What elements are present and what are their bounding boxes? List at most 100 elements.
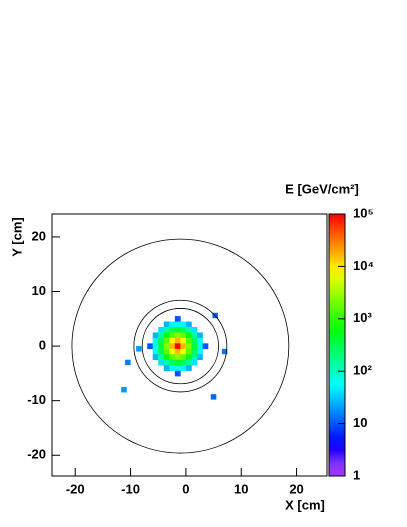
- heat-cell: [169, 321, 176, 328]
- heat-cell: [196, 348, 203, 355]
- x-tick-label: -20: [66, 481, 85, 496]
- heat-cell: [169, 326, 176, 333]
- heat-cell: [174, 359, 181, 366]
- heat-cell: [152, 343, 159, 350]
- y-axis-label: Y [cm]: [9, 217, 24, 257]
- heat-cell: [185, 348, 192, 355]
- z-tick-label: 10³: [353, 310, 372, 325]
- heat-cell: [158, 337, 165, 344]
- heat-cell: [163, 326, 170, 333]
- heat-cell: [202, 343, 209, 350]
- heat-cell: [191, 337, 198, 344]
- heat-cell: [174, 348, 181, 355]
- colorbar: [328, 213, 346, 477]
- heat-cell: [174, 343, 181, 350]
- heat-cell: [196, 332, 203, 339]
- hit-cell: [210, 394, 217, 400]
- heat-cell: [185, 343, 192, 350]
- heat-cell: [169, 337, 176, 344]
- heat-cell: [163, 343, 170, 350]
- heat-cell: [185, 332, 192, 339]
- heat-cell: [169, 354, 176, 361]
- hit-cell: [136, 346, 142, 352]
- heat-cell: [196, 337, 203, 344]
- heat-cell: [191, 326, 198, 333]
- z-tick-label: 1: [353, 467, 360, 482]
- z-tick-label: 10⁵: [353, 205, 374, 220]
- heat-cell: [191, 354, 198, 361]
- heat-cell: [185, 337, 192, 344]
- heat-cell: [152, 354, 159, 361]
- x-tick-label: 20: [289, 481, 303, 496]
- heat-cell: [163, 359, 170, 366]
- heat-cell: [191, 343, 198, 350]
- heat-cell: [152, 332, 159, 339]
- heat-cell: [191, 348, 198, 355]
- plot-frame: [51, 213, 328, 477]
- heat-cell: [158, 326, 165, 333]
- heat-cell: [191, 332, 198, 339]
- heat-cell: [169, 348, 176, 355]
- heat-cell: [185, 359, 192, 366]
- heat-cell: [158, 354, 165, 361]
- heat-cell: [180, 321, 187, 328]
- heat-cell: [180, 359, 187, 366]
- heat-cell: [169, 365, 176, 371]
- hit-cell: [125, 359, 131, 366]
- z-tick-label: 10²: [353, 363, 372, 378]
- y-tick-label: 10: [32, 283, 46, 298]
- heat-cell: [180, 343, 187, 350]
- heat-cell: [169, 343, 176, 350]
- heat-cell: [174, 316, 181, 322]
- heat-cell: [163, 348, 170, 355]
- heat-cell: [169, 359, 176, 366]
- heat-cell: [174, 354, 181, 361]
- heat-cell: [174, 321, 181, 328]
- heat-cell: [174, 326, 181, 333]
- heat-cell: [174, 365, 181, 371]
- heat-cell: [163, 332, 170, 339]
- heat-cell: [180, 348, 187, 355]
- heat-cell: [158, 348, 165, 355]
- heat-cell: [163, 321, 170, 328]
- heat-cell: [163, 337, 170, 344]
- y-tick-label: 0: [39, 338, 46, 353]
- heat-cell: [185, 321, 192, 328]
- heat-cell: [152, 337, 159, 344]
- x-tick-label: 0: [182, 481, 189, 496]
- heat-cell: [152, 348, 159, 355]
- detector-circle: [141, 308, 219, 385]
- heat-cell: [174, 332, 181, 339]
- y-tick-label: -20: [27, 447, 46, 462]
- x-tick-label: 10: [234, 481, 248, 496]
- heat-cell: [169, 332, 176, 339]
- heat-cell: [180, 326, 187, 333]
- heat-cell: [191, 359, 198, 366]
- x-axis-label: X [cm]: [285, 497, 325, 512]
- heat-cell: [196, 343, 203, 350]
- heat-cell: [163, 354, 170, 361]
- hit-cell: [221, 348, 228, 355]
- heat-cell: [158, 332, 165, 339]
- colorbar-title: E [GeV/cm²]: [285, 181, 359, 196]
- x-tick-label: -10: [121, 481, 140, 496]
- heat-cell: [185, 326, 192, 333]
- heat-cell: [185, 365, 192, 371]
- detector-circle: [71, 238, 290, 454]
- heat-cell: [180, 332, 187, 339]
- hit-cell: [121, 387, 127, 393]
- detector-circle: [133, 299, 228, 393]
- heat-cell: [196, 354, 203, 361]
- heat-cell: [185, 354, 192, 361]
- heat-cell: [163, 365, 170, 371]
- y-tick-label: 20: [32, 228, 46, 243]
- y-tick-label: -10: [27, 392, 46, 407]
- z-tick-label: 10: [353, 415, 367, 430]
- heat-cell: [147, 343, 154, 350]
- heat-cell: [158, 343, 165, 350]
- heat-cell: [158, 359, 165, 366]
- heat-cell: [174, 370, 181, 377]
- heat-cell: [174, 337, 181, 344]
- heat-cell: [180, 354, 187, 361]
